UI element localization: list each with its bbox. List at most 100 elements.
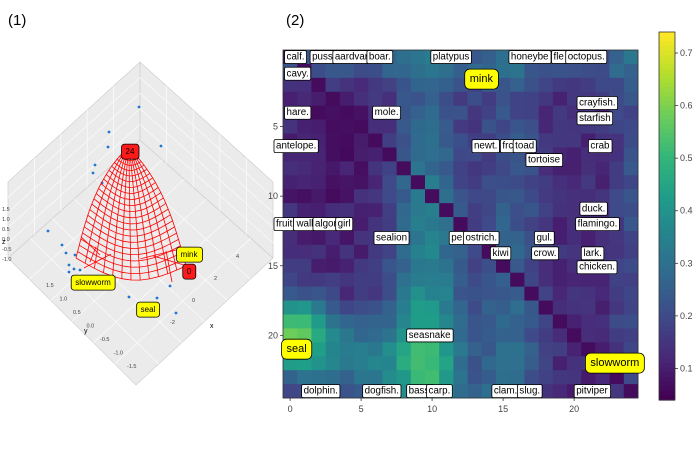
heatmap-cell bbox=[453, 63, 468, 79]
animal-label: toad bbox=[512, 139, 537, 154]
colorbar-segment bbox=[659, 124, 675, 130]
animal-label-text: carp. bbox=[429, 386, 451, 397]
heatmap-axes: 0 5 10 15 20 5 10 15 20 bbox=[268, 122, 579, 414]
colorbar-segment bbox=[659, 331, 675, 337]
animal-label: ostrich. bbox=[463, 231, 500, 245]
colorbar-segment bbox=[659, 390, 675, 396]
heatmap-cell bbox=[354, 175, 369, 190]
heatmap-cell bbox=[439, 300, 454, 315]
heatmap-cell bbox=[581, 286, 596, 301]
heatmap-cell bbox=[552, 175, 568, 190]
heatmap-cell bbox=[510, 119, 525, 134]
heatmap-cell bbox=[609, 230, 625, 246]
heatmap-cell bbox=[567, 175, 582, 190]
z-tick-label: 1.0 bbox=[2, 217, 10, 223]
colorbar-segment bbox=[659, 101, 675, 107]
heatmap-cell bbox=[609, 314, 625, 329]
scatter-point bbox=[93, 163, 97, 167]
heatmap-cell bbox=[425, 175, 440, 190]
colorbar-tick-label: 0.2 bbox=[680, 311, 693, 321]
heatmap-cell bbox=[354, 342, 369, 357]
heatmap-cell bbox=[623, 244, 639, 260]
heatmap-cell bbox=[453, 244, 468, 260]
heatmap-cell bbox=[396, 189, 412, 204]
mesh-line bbox=[111, 165, 148, 177]
heatmap-cell bbox=[396, 286, 412, 301]
animal-label-text: flamingo. bbox=[578, 219, 618, 230]
x-tick-label: 5 bbox=[359, 404, 364, 414]
heatmap-cell bbox=[410, 258, 426, 274]
heatmap-cell bbox=[354, 189, 369, 204]
animal-label-text: girl bbox=[338, 219, 351, 230]
animal-label-box bbox=[362, 384, 402, 399]
heatmap-cell bbox=[439, 272, 454, 287]
heatmap-cell bbox=[354, 244, 369, 260]
heatmap-cell bbox=[581, 314, 596, 329]
heatmap-cell bbox=[396, 63, 412, 79]
heatmap-cell bbox=[623, 286, 639, 301]
heatmap-cell bbox=[481, 175, 497, 190]
heatmap-cell bbox=[453, 161, 468, 176]
colorbar-segment bbox=[659, 216, 675, 222]
colorbar-segment bbox=[659, 68, 675, 74]
heatmap-cell bbox=[496, 342, 511, 357]
heatmap-cell bbox=[311, 189, 326, 204]
heatmap-cell bbox=[297, 119, 312, 134]
heatmap-cell bbox=[311, 300, 326, 315]
colorbar-segment bbox=[659, 179, 675, 185]
heatmap-cell bbox=[425, 63, 440, 79]
animal-label: fle bbox=[551, 50, 567, 64]
heatmap-cell bbox=[481, 328, 497, 343]
heatmap-cell bbox=[382, 272, 397, 287]
animal-label-box bbox=[372, 105, 401, 120]
heatmap-cell bbox=[524, 342, 539, 357]
surface-marker-text: 24 bbox=[126, 147, 135, 156]
heatmap-cell bbox=[453, 217, 468, 232]
colorbar-segment bbox=[659, 271, 675, 277]
animal-label-box bbox=[576, 96, 618, 110]
heatmap-cell bbox=[368, 119, 383, 134]
mesh-line bbox=[98, 188, 162, 206]
heatmap-cell bbox=[552, 91, 568, 107]
heatmap-cell bbox=[453, 91, 468, 107]
heatmap-cell bbox=[496, 300, 511, 315]
panel2-tag: (2) bbox=[286, 12, 304, 29]
heatmap-cell bbox=[283, 300, 298, 315]
heatmap-cell bbox=[467, 342, 483, 357]
animal-label-text: wall bbox=[295, 219, 313, 230]
heatmap-cell bbox=[496, 203, 511, 218]
wall-gridline bbox=[7, 108, 141, 228]
heatmap-cell bbox=[297, 161, 312, 176]
mesh-line bbox=[80, 238, 181, 262]
heatmap-cell bbox=[339, 105, 355, 120]
heatmap-cell bbox=[311, 230, 326, 246]
heatmap-cell bbox=[410, 63, 426, 79]
heatmap-cell bbox=[325, 314, 341, 329]
heatmap-cell bbox=[396, 342, 412, 357]
animal-label: newt. bbox=[471, 139, 500, 154]
heatmap-cell bbox=[481, 286, 497, 301]
colorbar-segment bbox=[659, 285, 675, 291]
heatmap-cell bbox=[538, 356, 554, 371]
heatmap-cell bbox=[595, 230, 610, 246]
wall-gridline bbox=[139, 124, 274, 244]
heatmap-labels: calf. puss aardvark.boar. platypus honeybe fl… bbox=[273, 50, 645, 399]
heatmap-cell bbox=[623, 384, 639, 399]
heatmap-cell bbox=[524, 77, 539, 93]
heatmap-cell bbox=[439, 356, 454, 371]
heatmap-cell bbox=[368, 161, 383, 176]
heatmap-cell bbox=[567, 161, 582, 176]
heatmap-cell bbox=[339, 300, 355, 315]
colorbar-segment bbox=[659, 262, 675, 268]
heatmap-cell bbox=[453, 300, 468, 315]
colorbar-segment bbox=[659, 349, 675, 355]
heatmap-cell bbox=[510, 203, 525, 218]
heatmap-cell bbox=[396, 203, 412, 218]
animal-label: antelope. bbox=[273, 139, 319, 154]
z-tick-label: -1.0 bbox=[2, 257, 11, 263]
heatmap-cell bbox=[368, 91, 383, 107]
heatmap-cell bbox=[311, 356, 326, 371]
y-tick-label: 1.5 bbox=[46, 283, 54, 289]
heatmap-cell bbox=[623, 91, 639, 107]
